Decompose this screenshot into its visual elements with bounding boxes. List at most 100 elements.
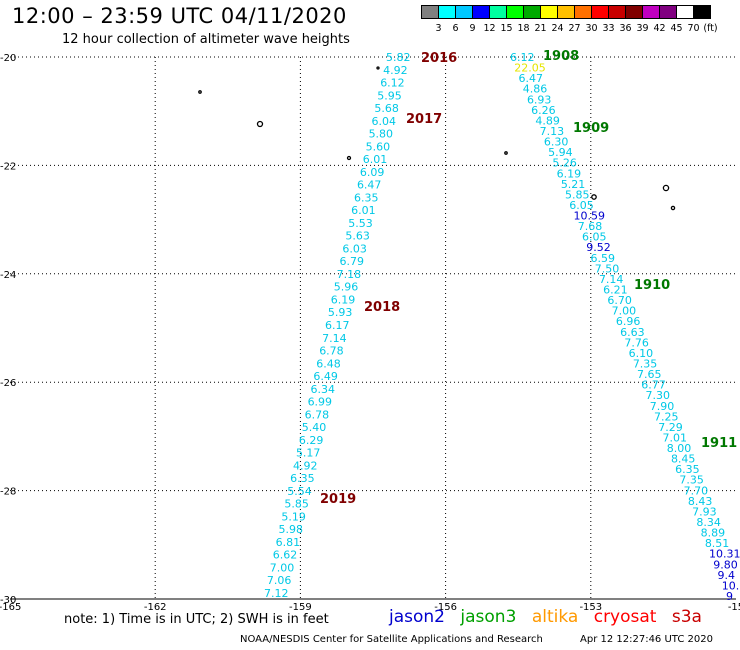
legend-label: 18 [517,23,530,34]
sat-altika: altika [531,607,579,627]
island-outline [504,151,508,155]
swh-value: 5.85 [284,498,309,511]
swh-value: 6.48 [316,357,341,370]
swh-value: 6.19 [557,167,582,180]
swh-value: 8.43 [688,495,713,508]
swh-value: 7.01 [662,431,687,444]
swh-value: 6.70 [607,294,632,307]
swh-value: 7.25 [654,410,679,423]
swh-value: 5.80 [369,128,394,141]
swh-value: 6.35 [675,463,700,476]
legend-labels: 3 6 9 12 15 18 21 24 27 30 33 36 39 42 45 70 (ft) [422,23,719,34]
swh-value: 6.81 [276,536,301,549]
lon-tick-label: -159 [289,602,312,613]
swh-value: 5.85 [565,188,590,201]
pass-label: 2019 [320,492,356,507]
swh-value: 5.95 [377,89,402,102]
legend-swatch [693,5,711,19]
legend-label: (ft) [703,23,718,34]
island-outline [591,194,597,200]
swh-value: 6.78 [319,345,344,358]
legend-label: 15 [500,23,513,34]
swh-value: 6.62 [273,549,298,562]
lon-tick-label: -153 [579,602,602,613]
swh-value: 6.19 [331,293,356,306]
swh-value: 7.65 [637,368,662,381]
islands [198,66,676,211]
swh-value: 7.90 [650,400,675,413]
pass-label: 1909 [573,121,609,136]
swh-value: 5.96 [334,281,359,294]
swh-value: 7.14 [599,273,624,286]
swh-value: 6.01 [351,204,376,217]
swh-value: 6.49 [313,370,338,383]
swh-value: 7.13 [540,125,565,138]
swh-value: 7.35 [633,357,658,370]
swh-value: 10.59 [574,210,606,223]
swh-value: 7.12 [264,587,289,600]
legend-label: 42 [653,23,666,34]
lon-tick-label: -165 [0,602,21,613]
satellite-legend: jason2 jason3 altika cryosat s3a [389,607,712,627]
swh-value: 4.86 [523,83,548,96]
swh-value: 6.09 [360,166,385,179]
swh-value: 6.77 [641,379,666,392]
pass-label: 1908 [543,49,579,64]
lon-tick-label: -162 [144,602,167,613]
page-subtitle: 12 hour collection of altimeter wave hei… [62,32,350,47]
footer-timestamp: Apr 12 12:27:46 UTC 2020 [580,634,713,645]
lat-tick-label: -26 [0,378,16,389]
swh-value: 6.35 [354,191,379,204]
swh-value: 5.68 [374,102,399,115]
island-outline [198,90,202,94]
legend-label: 9 [469,23,476,34]
sat-s3a: s3a [671,607,702,627]
legend-label: 33 [602,23,615,34]
swh-value: 7.93 [692,505,717,518]
swh-value: 4.92 [293,459,318,472]
swh-value: 6.05 [582,231,607,244]
swh-value: 5.26 [552,157,577,170]
swh-value: 7.70 [684,484,709,497]
island-outline [376,66,380,70]
pass-label: 1910 [634,278,670,293]
axis-tick-labels: -165 -162 -159 -156 -153 -15 -20 -22 -24 -26 -28 -3… [0,53,740,613]
swh-value: 7.50 [595,262,620,275]
swh-value: 7.00 [612,305,637,318]
swh-value: 6.59 [590,252,615,265]
swh-value: 7.06 [267,574,292,587]
swh-value: 5.60 [366,140,391,153]
island-outline [670,205,676,211]
pass-label: 2016 [421,51,457,66]
swh-value: 6.47 [357,179,382,192]
swh-value: 10.31 [709,548,740,561]
pass-label: 1911 [701,436,737,451]
legend-label: 12 [483,23,496,34]
legend-label: 30 [585,23,598,34]
legend-label: 6 [452,23,459,34]
swh-value: 5.17 [296,447,321,460]
swh-value: 6.34 [310,383,335,396]
lat-tick-label: -22 [0,161,16,172]
legend-label: 3 [435,23,442,34]
swh-value: 9 [726,590,733,603]
swh-value: 9.4 [718,569,736,582]
page-title: 12:00 – 23:59 UTC 04/11/2020 [12,4,347,28]
lat-tick-label: -20 [0,53,16,64]
legend-label: 27 [568,23,581,34]
swh-value: 4.92 [383,64,408,77]
lat-tick-label: -28 [0,487,16,498]
swh-value: 6.35 [290,472,315,485]
swh-value: 5.93 [328,306,353,319]
lat-tick-label: -24 [0,270,16,281]
swh-value: 5.54 [287,485,312,498]
swh-value: 6.03 [342,242,367,255]
swh-value: 7.68 [578,220,603,233]
swh-value: 6.21 [603,284,628,297]
swh-value: 5.94 [548,146,573,159]
swh-value: 8.89 [701,527,726,540]
swh-value: 5.53 [348,217,373,230]
legend-swatches [421,5,719,19]
swh-value: 5.63 [345,230,370,243]
